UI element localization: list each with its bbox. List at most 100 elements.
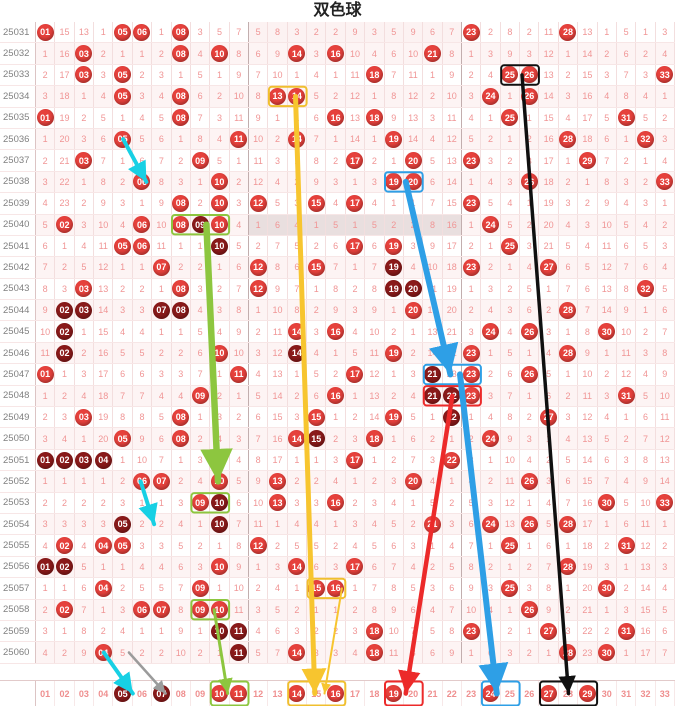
grid-cell: 3 [462,449,482,471]
grid-cell: 2 [307,235,327,257]
miss-count: 1 [333,348,339,359]
ball-number: 03 [75,45,93,63]
grid-cell: 1 [423,64,443,86]
miss-count: 5 [216,455,222,465]
miss-count: 9 [81,647,87,658]
miss-count: 2 [391,390,397,401]
grid-cell: 8 [172,599,191,620]
grid-cell: 9 [268,43,288,64]
grid-cell: 1 [288,150,308,171]
ball-number: 10 [210,494,228,512]
period-label: 25053 [0,492,36,513]
grid-cell: 3 [288,620,308,642]
miss-count: 2 [120,176,126,187]
chart-row: 25038 3 22 1 8 2 06 8 3 1 10 2 12 4 2 9 3 1 3 19 20 6 14 1 4 3 26 1… [0,171,675,194]
grid-cell: 3 [598,556,617,578]
miss-count: 22 [582,626,593,637]
grid-cell: 1 [462,214,482,235]
grid-cell: 1 [559,43,579,64]
miss-count: 6 [197,91,203,102]
grid-cell: 2 [152,342,172,364]
grid-cell: 8 [365,599,385,620]
miss-count: 3 [642,198,648,209]
grid-cell: 10 [172,642,191,663]
grid-cell: 4 [636,364,656,385]
grid-cell: 6 [598,128,617,150]
grid-cell: 15 [307,578,327,599]
ball-number: 23 [462,152,480,170]
grid-cell: 4 [481,407,501,428]
miss-count: 1 [584,176,590,187]
miss-count: 3 [642,69,648,80]
grid-cell: 5 [539,364,559,385]
grid-cell: 15 [578,471,598,492]
miss-count: 2 [584,198,590,209]
grid-cell: 8 [307,150,327,171]
grid-cell: 1 [462,278,482,300]
miss-count: 4 [197,305,203,316]
miss-count: 1 [139,48,145,59]
period-label: 25049 [0,407,36,428]
grid-cell: 3 [559,407,579,428]
miss-count: 10 [233,583,244,594]
miss-count: 2 [565,390,571,401]
period-label: 25032 [0,43,36,64]
miss-count: 11 [234,112,244,123]
grid-cell: 8 [249,86,269,107]
grid-cell: 16 [326,578,346,599]
chart-row: 25044 9 02 03 14 3 3 07 08 4 3 8 1 10 8 2 9 3 9 1 20 12 20 2 4 3 6… [0,300,675,322]
grid-cell: 3 [210,107,230,128]
period-label: 25052 [0,471,36,492]
grid-cell: 2 [172,342,191,364]
grid-cell: 1 [152,620,172,642]
miss-count: 3 [120,604,126,615]
ball-number: 08 [172,109,190,127]
miss-count: 3 [313,647,319,658]
grid-cell: 5 [249,385,269,407]
miss-count: 3 [352,305,358,316]
grid-cell: 17 [578,107,598,128]
ball-number: 10 [210,45,228,63]
miss-count: 3 [42,519,48,530]
grid-cell: 3 [326,556,346,578]
chart-row: 25050 3 4 1 20 05 9 6 08 2 4 3 7 16 14 15 2 3 18 1 6 2 1 2 24 9 3 1… [0,428,675,450]
grid-cell: 3 [152,535,172,556]
grid-cell: 21 [423,43,443,64]
grid-cell: 6 [559,471,579,492]
grid-cell: 3 [423,449,443,471]
ball-number: 31 [617,622,635,640]
grid-cell: 32 [636,278,656,300]
miss-count: 1 [565,583,571,594]
grid-cell: 3 [617,171,637,193]
grid-cell: 33 [656,171,675,193]
miss-count: 3 [158,369,164,380]
miss-count: 6 [42,241,48,252]
grid-cell: 16 [326,107,346,128]
grid-cell: 1 [133,43,153,64]
grid-cell: 2 [113,278,133,300]
grid-cell: 17 [539,150,559,171]
miss-count: 7 [100,155,106,166]
grid-cell: 1 [462,407,482,428]
miss-count: 3 [546,326,552,337]
miss-count: 1 [352,583,358,594]
miss-count: 3 [623,176,629,187]
miss-count: 4 [255,369,261,380]
miss-count: 8 [197,134,203,145]
grid-cell: 8 [656,342,675,364]
grid-cell: 1 [249,300,269,321]
grid-cell: 2 [288,171,308,193]
grid-cell: 23 [462,385,482,407]
miss-count: 3 [216,112,222,123]
miss-count: 2 [62,390,68,401]
grid-cell: 5 [75,257,95,278]
miss-count: 7 [371,262,377,273]
miss-count: 1 [178,241,184,252]
miss-count: 1 [546,647,552,658]
miss-count: 20 [98,433,109,444]
grid-cell: 03 [75,449,95,471]
ball-number: 20 [404,301,422,319]
miss-count: 1 [623,561,629,572]
footer-number: 12 [253,688,264,699]
miss-count: 6 [158,134,164,145]
